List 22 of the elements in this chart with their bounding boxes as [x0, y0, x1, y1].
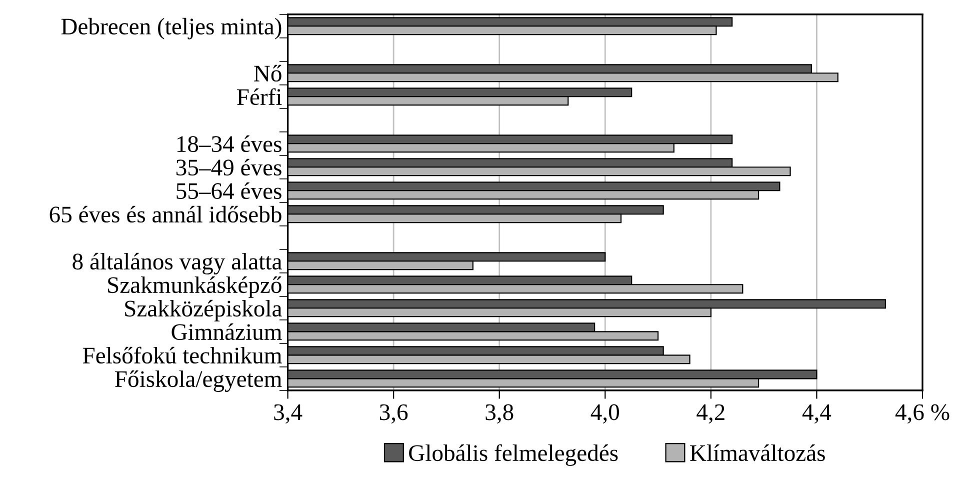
y-tick-label: Gimnázium [172, 323, 282, 340]
y-tick-label: Debrecen (teljes minta) [61, 18, 282, 40]
legend-label: Globális felmelegedés [409, 444, 618, 466]
x-tick-label: 4,2 [696, 404, 724, 424]
y-tick-label: Felsőfokú technikum [82, 346, 282, 364]
y-tick-label: 18–34 éves [177, 135, 282, 152]
x-tick-label: 4,0 [590, 404, 619, 424]
y-tick-label: Főiskola/egyetem [115, 370, 282, 392]
y-tick-label: 55–64 éves [176, 182, 282, 200]
y-tick-label: 8 általános vagy alatta [72, 252, 282, 274]
y-tick-label: Szakmunkásképző [108, 276, 282, 298]
y-tick-label: Szakközépiskola [125, 300, 282, 322]
y-tick-label: Nő [254, 64, 282, 82]
y-tick-label: 35–49 éves [176, 158, 282, 176]
x-tick-label: 3,6 [380, 404, 408, 424]
x-tick-label: 4,6 % [895, 404, 950, 424]
x-tick-label: 3,4 [274, 404, 302, 424]
y-tick-label: 65 éves és annál idősebb [50, 206, 282, 223]
y-tick-label: Férfi [237, 88, 282, 106]
legend-label: Klímaváltozás [690, 444, 825, 462]
x-tick-label: 3,8 [486, 404, 514, 424]
x-tick-label: 4,4 [802, 404, 832, 424]
